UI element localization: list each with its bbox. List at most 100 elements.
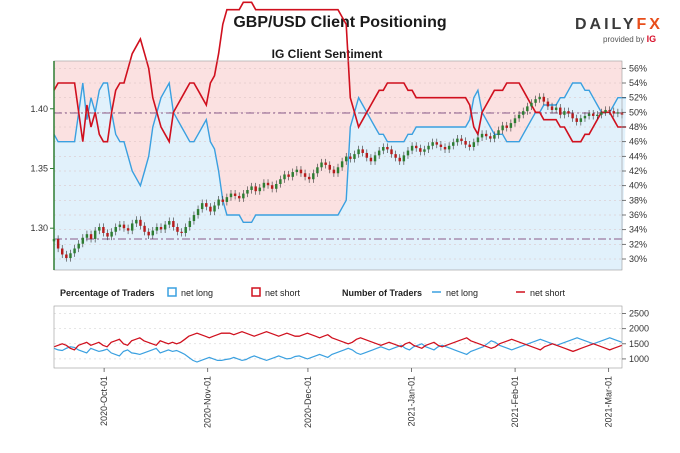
legend-net-short-line-label: net short [530,288,566,298]
price-candle [225,197,229,202]
price-candle [233,193,237,196]
price-candle [61,248,64,255]
legend-net-short-box [251,287,261,297]
price-candle [460,138,463,142]
price-candle [349,156,352,159]
price-candle [554,107,558,110]
price-candle [303,173,307,177]
price-candle [168,221,171,225]
pct-tick-label: 36% [629,210,647,220]
price-candle [579,118,583,122]
price-candle [559,107,562,115]
price-candle [192,215,196,222]
top-panel-title: IG Client Sentiment [272,47,383,61]
price-candle [591,113,595,116]
date-tick-label: 2020-Oct-01 [99,376,109,426]
legend-net-long-box-label: net long [181,288,213,298]
price-candle [184,227,187,233]
legend-pct-heading: Percentage of Traders [60,288,155,298]
price-candle [93,230,97,239]
price-candle [468,144,471,147]
price-candle [81,237,85,244]
price-candle [229,193,233,198]
pct-tick-label: 38% [629,195,647,205]
price-candle [291,172,294,177]
date-tick-label: 2021-Jan-01 [407,376,417,427]
price-candle [464,141,467,145]
price-candle [542,96,546,102]
count-tick-label: 1000 [629,354,649,364]
price-candle [472,142,476,147]
price-candle [452,142,455,146]
pct-tick-label: 40% [629,181,647,191]
price-candle [476,137,480,143]
price-candle [299,169,303,174]
price-candle [345,156,348,162]
price-candle [456,138,459,143]
price-candle [328,164,331,170]
pct-tick-label: 54% [629,78,647,88]
price-candle [262,182,266,188]
price-candle [427,145,430,150]
price-candle [612,111,615,114]
count-tick-label: 2500 [629,309,649,319]
price-candle [608,109,611,112]
pct-tick-label: 52% [629,93,647,103]
price-candle [118,224,122,228]
price-candle [534,99,537,103]
price-candle [497,130,500,136]
pct-tick-label: 56% [629,63,647,73]
price-candle [250,186,253,190]
price-candle [567,111,570,114]
price-candle [320,162,323,168]
price-candle [353,154,356,159]
price-candle [526,106,529,112]
price-candle [546,101,550,107]
date-tick-label: 2021-Mar-01 [604,376,614,428]
logo-ig: IG [646,34,657,44]
price-candle [254,186,257,192]
price-candle [217,199,220,206]
price-candle [382,146,385,151]
price-candle [200,203,204,210]
price-candle [188,221,192,228]
price-candle [517,114,521,119]
price-candle [501,125,504,131]
price-candle [324,162,327,165]
bg-long-area [54,83,627,270]
price-candle [596,114,599,116]
logo-sub-text: provided by [603,35,645,44]
price-candle [237,195,241,199]
price-tick-label: 1.40 [30,104,48,114]
price-candle [295,169,299,173]
price-candle [114,227,117,232]
price-candle [287,174,290,177]
price-candle [447,145,451,150]
price-candle [246,189,249,194]
date-tick-label: 2020-Dec-01 [303,376,313,428]
price-candle [89,234,93,239]
price-candle [135,219,138,224]
price-candle [143,225,146,232]
price-candle [402,155,406,162]
legend-num-heading: Number of Traders [342,288,422,298]
price-candle [443,146,447,150]
legend-net-long-box [167,287,177,297]
price-candle [513,118,517,124]
price-candle [489,136,492,139]
price-candle [575,118,578,122]
price-candle [538,96,541,100]
pct-tick-label: 44% [629,151,647,161]
price-candle [398,157,401,162]
price-candle [98,227,101,231]
price-candle [509,123,513,128]
price-candle [196,209,200,216]
price-candle [587,113,591,116]
logo-text-main: DAILY [575,16,637,33]
price-candle [550,106,554,110]
price-candle [530,102,533,107]
price-candle [361,149,364,153]
price-candle [139,219,142,226]
pct-tick-label: 50% [629,107,647,117]
